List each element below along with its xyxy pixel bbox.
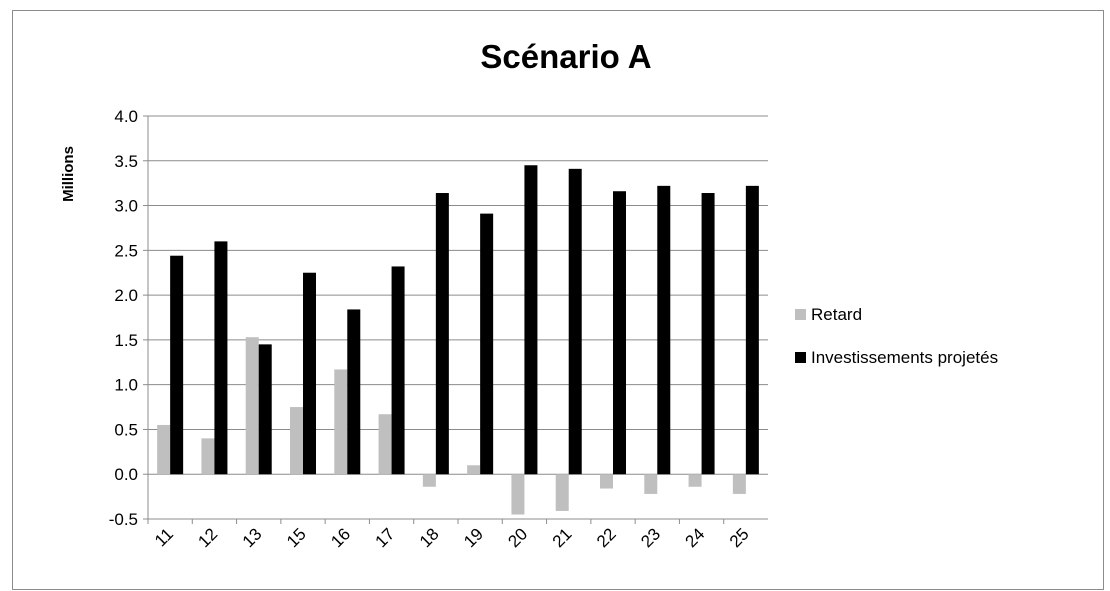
- bar-retard: [688, 474, 702, 487]
- x-tick-label: 24: [682, 524, 709, 551]
- bar-retard: [600, 474, 613, 489]
- x-tick-label: 23: [637, 524, 664, 551]
- legend-label: Investissements projetés: [811, 348, 998, 367]
- x-tick-label: 13: [239, 524, 266, 551]
- x-tick-label: 18: [416, 524, 443, 551]
- y-tick-label: 4.0: [114, 107, 138, 126]
- bar-retard: [467, 465, 481, 475]
- bar-retard: [732, 474, 746, 494]
- bar-retard: [245, 337, 259, 475]
- x-tick-label: 25: [726, 524, 753, 551]
- bar-investissements: [214, 241, 228, 475]
- bar-investissements: [613, 191, 626, 475]
- bar-investissements: [170, 255, 184, 475]
- legend-swatch: [795, 309, 806, 320]
- x-tick-label: 16: [327, 524, 354, 551]
- x-axis-ticks: 11 12 13 15 16 17 18 19 20 21 22 23 24 25: [151, 524, 753, 551]
- x-tick-label: 19: [460, 524, 487, 551]
- bar-retard: [378, 414, 392, 475]
- x-tick-label: 15: [283, 524, 310, 551]
- chart-svg: Scénario A Millions -0.5 0.0 0.5 1.0 1.5 2.0 2…: [60, 38, 998, 551]
- y-tick-label: 3.5: [114, 152, 138, 171]
- bar-investissements: [701, 193, 715, 475]
- bars: [157, 165, 759, 515]
- bar-retard: [422, 474, 436, 487]
- x-tick-label: 20: [504, 524, 531, 551]
- bar-retard: [644, 474, 658, 494]
- chart-title: Scénario A: [480, 38, 651, 75]
- bar-investissements: [568, 168, 582, 475]
- bar-retard: [201, 438, 215, 475]
- bar-investissements: [303, 272, 316, 475]
- y-tick-label: 0.5: [114, 420, 138, 439]
- y-tick-label: 2.5: [114, 241, 138, 260]
- bar-investissements: [258, 344, 272, 475]
- bar-investissements: [347, 309, 361, 475]
- bar-retard: [555, 474, 569, 511]
- chart-area: Scénario A Millions -0.5 0.0 0.5 1.0 1.5 2.0 2…: [12, 10, 1104, 590]
- legend-swatch: [795, 352, 806, 363]
- x-tick-label: 11: [151, 524, 177, 550]
- x-tick-label: 21: [549, 524, 576, 551]
- bar-investissements: [657, 185, 671, 475]
- bar-retard: [157, 424, 171, 475]
- gridlines: [143, 115, 768, 524]
- y-tick-label: 1.0: [114, 376, 138, 395]
- bar-retard: [290, 407, 303, 475]
- legend: Retard Investissements projetés: [795, 305, 998, 367]
- x-tick-label: 12: [194, 524, 221, 551]
- bar-retard: [511, 474, 525, 515]
- x-tick-label: 22: [593, 524, 620, 551]
- legend-label: Retard: [811, 305, 862, 324]
- y-tick-label: 1.5: [114, 331, 138, 350]
- y-tick-label: 3.0: [114, 197, 138, 216]
- bar-investissements: [391, 266, 405, 475]
- y-tick-label: -0.5: [109, 510, 138, 529]
- bar-investissements: [435, 193, 449, 475]
- bar-investissements: [524, 165, 538, 475]
- bar-investissements: [745, 185, 759, 475]
- y-tick-label: 2.0: [114, 286, 138, 305]
- y-axis-label: Millions: [60, 146, 77, 202]
- bar-investissements: [480, 213, 494, 475]
- bar-retard: [334, 369, 348, 475]
- y-tick-label: 0.0: [114, 465, 138, 484]
- x-tick-label: 17: [372, 524, 399, 551]
- y-axis-ticks: -0.5 0.0 0.5 1.0 1.5 2.0 2.5 3.0 3.5 4.0: [109, 107, 138, 529]
